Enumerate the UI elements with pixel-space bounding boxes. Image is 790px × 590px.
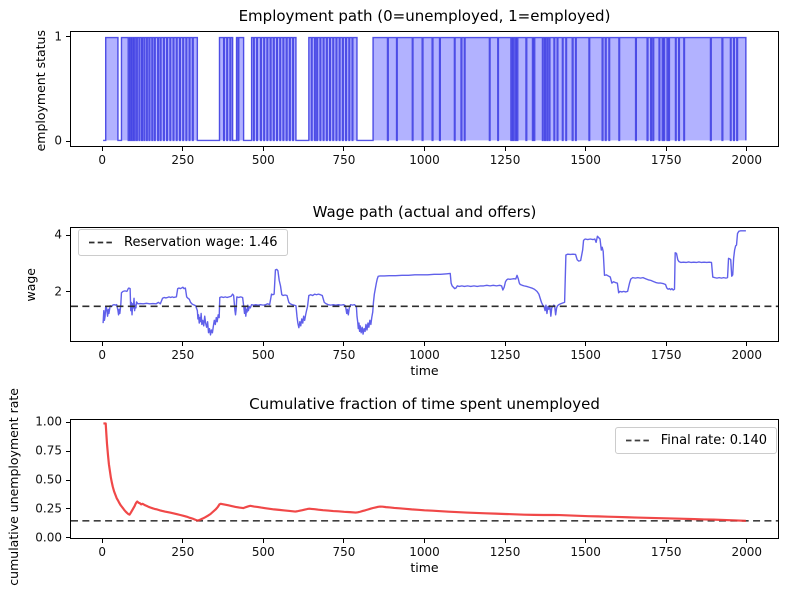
reservation-wage-legend-label: Reservation wage: 1.46 [124,235,278,250]
y-tick-mark [66,450,70,452]
x-tick-label: 0 [98,153,107,167]
y-tick-mark [66,421,70,423]
employment-step-line [103,36,747,142]
x-tick-label: 750 [332,153,356,167]
y-tick-label: 0 [54,133,62,148]
x-tick-mark [424,342,425,346]
x-tick-mark [585,539,587,543]
y-tick-mark [66,508,70,510]
x-tick-mark [101,539,103,543]
y-tick-label: 2 [54,283,62,298]
x-tick-mark [262,147,264,151]
x-tick-label: 750 [332,545,356,559]
x-tick-label: 1000 [409,348,440,362]
x-tick-mark [182,342,184,346]
x-tick-label: 1750 [650,545,682,559]
wage-plot [71,230,778,336]
wage-line [102,230,746,336]
x-tick-label: 1250 [489,348,521,362]
x-tick-label: 0 [98,348,107,362]
x-tick-mark [585,147,587,151]
y-tick-label: 0.25 [35,501,62,516]
x-tick-mark [665,147,667,151]
x-tick-mark [182,539,184,543]
x-tick-label: 2000 [731,153,763,167]
x-tick-label: 1750 [650,348,682,362]
employment-axes [70,31,779,147]
x-tick-label: 1500 [570,153,601,167]
employment-chart-title: Employment path (0=unemployed, 1=employe… [238,7,611,25]
x-tick-label: 250 [171,545,195,559]
cumulative-line [103,422,746,522]
x-tick-mark [424,147,425,151]
x-tick-mark [343,147,345,151]
x-tick-mark [262,539,264,543]
wage-xlabel: time [410,363,439,378]
x-tick-label: 2000 [731,545,763,559]
x-tick-mark [343,342,345,346]
x-tick-mark [665,342,667,346]
x-tick-mark [101,342,103,346]
x-tick-mark [746,147,748,151]
y-tick-mark [66,537,70,539]
y-tick-label: 1.00 [35,414,62,429]
cumulative-xlabel: time [410,560,439,575]
y-tick-mark [66,140,70,142]
x-tick-label: 500 [251,545,275,559]
y-tick-label: 0.75 [35,443,62,458]
x-tick-label: 1500 [570,545,601,559]
y-tick-label: 4 [54,227,62,242]
y-tick-mark [66,479,70,481]
employment-area-fill [103,37,746,141]
final-rate-legend-label: Final rate: 0.140 [660,433,767,448]
final-rate-legend: Final rate: 0.140 [614,427,777,454]
x-tick-label: 1000 [409,153,440,167]
x-tick-label: 1500 [570,348,601,362]
y-tick-mark [66,36,70,38]
y-tick-label: 0.50 [35,472,62,487]
x-tick-mark [746,539,748,543]
x-tick-label: 0 [98,545,107,559]
x-tick-mark [585,342,587,346]
x-tick-mark [504,147,506,151]
y-tick-label: 0.00 [35,530,62,545]
y-tick-mark [66,291,70,292]
x-tick-mark [343,539,345,543]
x-tick-label: 250 [171,153,195,167]
x-tick-mark [746,342,748,346]
dashed-line-icon [89,241,114,244]
x-tick-mark [182,147,184,151]
x-tick-label: 750 [332,348,356,362]
x-tick-mark [262,342,264,346]
cumulative-chart-title: Cumulative fraction of time spent unempl… [249,395,600,413]
x-tick-label: 500 [251,348,275,362]
x-tick-label: 2000 [731,348,763,362]
employment-plot [103,36,747,142]
x-tick-mark [424,539,425,543]
x-tick-label: 1250 [489,153,521,167]
x-tick-mark [101,147,103,151]
x-tick-label: 1250 [489,545,521,559]
x-tick-label: 1000 [409,545,440,559]
dashed-line-icon [625,439,651,442]
x-tick-mark [504,342,506,346]
wage-chart-title: Wage path (actual and offers) [312,203,537,221]
y-tick-mark [66,234,70,236]
x-tick-mark [665,539,667,543]
x-tick-label: 1750 [650,153,682,167]
x-tick-label: 250 [171,348,195,362]
reservation-wage-legend: Reservation wage: 1.46 [78,229,288,256]
x-tick-label: 500 [251,153,275,167]
x-tick-mark [504,539,506,543]
cumulative-plot [71,422,778,522]
y-tick-label: 1 [54,29,62,44]
